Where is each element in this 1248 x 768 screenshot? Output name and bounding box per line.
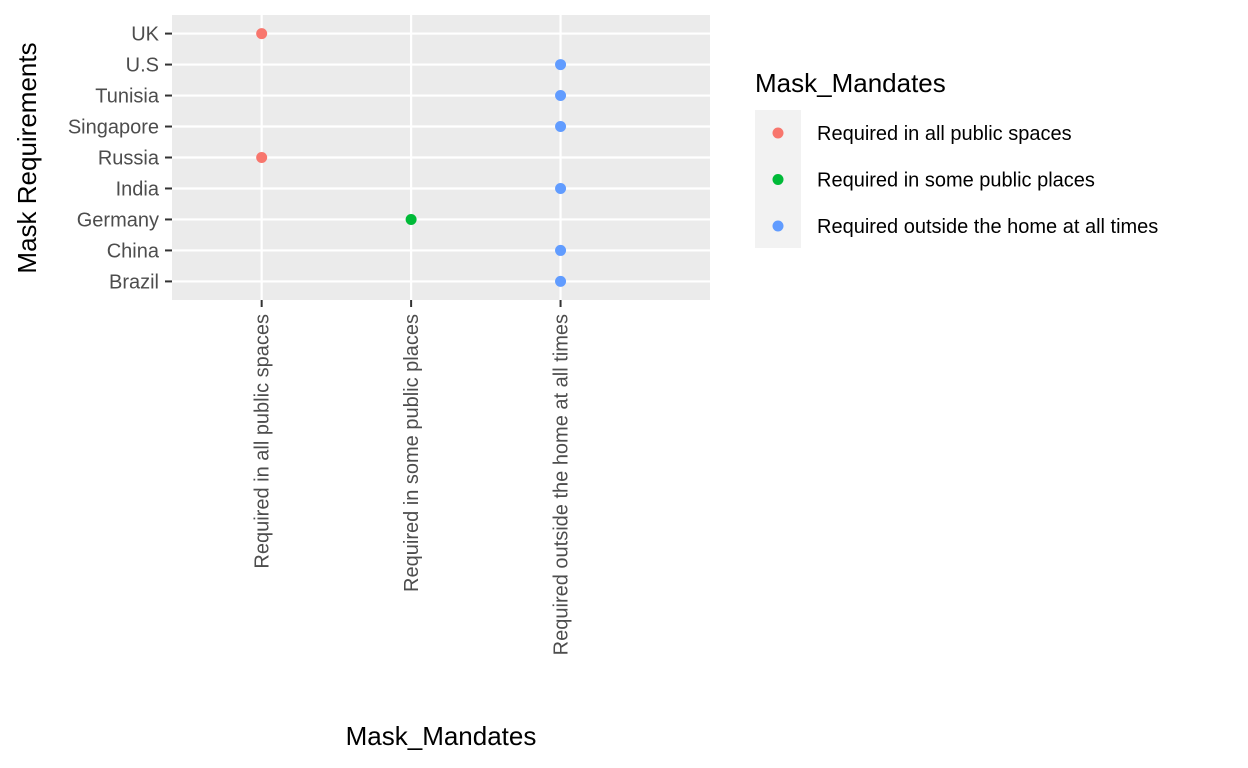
data-point [256, 28, 268, 40]
legend-title: Mask_Mandates [755, 68, 946, 98]
y-tick-label: Tunisia [95, 86, 160, 108]
y-tick-label: UK [131, 24, 159, 46]
data-point [555, 59, 567, 71]
y-tick-label: Singapore [68, 117, 159, 139]
data-points [256, 28, 567, 287]
y-tick-label: Russia [98, 148, 160, 170]
y-axis-title: Mask Requirements [12, 42, 42, 273]
x-tick-label: Required in some public places [401, 314, 423, 592]
x-tick-label: Required in all public spaces [252, 314, 274, 569]
data-point [555, 182, 567, 194]
data-point [256, 152, 268, 163]
legend-label: Required in all public spaces [817, 123, 1072, 145]
legend-key [772, 127, 784, 139]
y-tick-label: China [107, 240, 160, 262]
x-axis: Required in all public spaces Required in… [252, 300, 573, 655]
legend: Mask_Mandates Required in all public spa… [755, 68, 1158, 248]
y-tick-label: U.S [126, 55, 159, 77]
x-tick-label: Required outside the home at all times [551, 314, 573, 655]
data-point [555, 244, 567, 256]
data-point [555, 90, 567, 102]
y-tick-label: India [116, 178, 160, 200]
legend-key [772, 220, 784, 232]
y-axis: Brazil China Germany India Russia Singapore Tu… [68, 24, 172, 293]
data-point [405, 213, 417, 225]
data-point [555, 275, 567, 287]
data-point [555, 121, 567, 133]
x-axis-title: Mask_Mandates [346, 721, 537, 751]
legend-label: Required outside the home at all times [817, 216, 1158, 238]
y-tick-label: Germany [77, 209, 159, 231]
legend-label: Required in some public places [817, 170, 1095, 192]
legend-key [772, 174, 784, 185]
y-tick-label: Brazil [109, 271, 159, 293]
